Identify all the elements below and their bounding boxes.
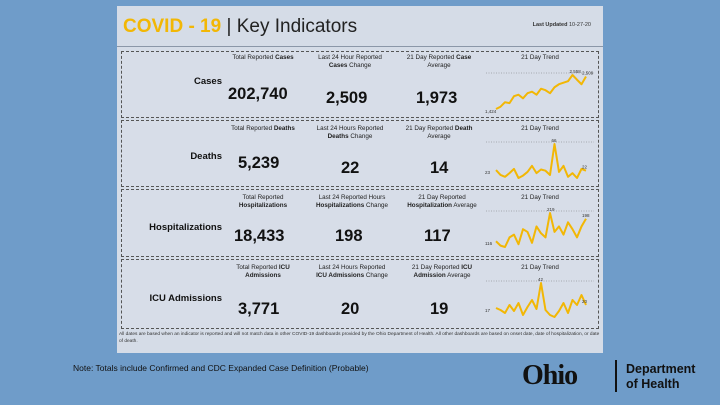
trend-value-label: 22 [582,165,588,170]
logo-divider [615,360,617,392]
row-cases: Cases Total Reported Cases Last 24 Hour … [121,51,599,118]
last-updated: Last Updated 10-27-20 [533,22,591,28]
row-label: Cases [194,76,222,87]
trend-value-label: 20 [582,299,588,304]
last-updated-value: 10-27-20 [568,22,591,28]
trend-line [495,212,587,248]
trend-value-label: 66 [552,138,558,143]
metric-24h: 198 [335,227,363,245]
metric-24h: 2,509 [326,89,368,107]
metric-header: Last 24 Hours Reported ICU Admissions Cha… [316,264,388,279]
metric-24h: 22 [341,159,360,177]
metric-total: 5,239 [238,154,280,172]
metric-header: 21 Day Reported Case Average [406,54,472,69]
metric-header: 21 Day Reported ICU Admission Average [411,264,473,279]
header-divider [117,46,603,47]
metric-21day-avg: 117 [424,227,451,245]
metric-24h: 20 [341,300,360,318]
metric-header: Total Reported Cases [232,54,294,61]
department-of-health-logo: Department of Health [626,362,695,392]
trend-header: 21 Day Trend [521,125,559,132]
metric-total: 18,433 [234,227,285,245]
metric-header: Last 24 Reported Hours Hospitalizations C… [315,194,389,209]
trend-value-label: 2,558 [570,69,582,74]
trend-sparkline: 17 42 20 [484,273,596,323]
row-label: ICU Admissions [149,293,223,304]
metric-header: Total Reported Hospitalizations [238,194,288,209]
metric-total: 3,771 [238,300,280,318]
ohio-logo: Ohio [522,360,578,391]
trend-header: 21 Day Trend [521,54,559,61]
metric-header: Last 24 Hour Reported Cases Change [318,54,382,69]
title-key-indicators: Key Indicators [236,16,358,37]
trend-value-label: 116 [485,241,493,246]
metric-header: 21 Day Reported Hospitalization Average [407,194,477,209]
trend-value-label: 219 [547,207,555,212]
row-deaths: Deaths Total Reported Deaths Last 24 Hou… [121,120,599,187]
trend-value-label: 198 [582,213,590,218]
metric-header: Total Reported ICU Admissions [236,264,290,279]
trend-value-label: 17 [485,308,491,313]
metric-header: Last 24 Hours Reported Deaths Change [316,125,384,140]
page-title: COVID - 19 | Key Indicators [123,16,357,38]
title-covid: COVID - 19 [123,16,222,37]
trend-line [495,74,587,110]
trend-sparkline: 23 66 22 [484,134,596,184]
logo-dept-line1: Department [626,362,696,376]
trend-line [495,282,587,318]
footnote: All dates are based when an indicator is… [119,332,600,344]
metric-total: 202,740 [228,85,288,103]
metric-21day-avg: 14 [430,159,449,177]
trend-value-label: 1,424 [485,109,497,114]
dashboard-panel: COVID - 19 | Key Indicators Last Updated… [117,6,603,353]
logo-dept-line2: of Health [626,377,680,391]
metric-header: 21 Day Reported Death Average [405,125,473,140]
trend-header: 21 Day Trend [521,264,559,271]
trend-sparkline: 116 219 198 [484,203,596,253]
trend-value-label: 2,509 [582,70,594,75]
trend-value-label: 23 [485,170,491,175]
trend-line [495,143,587,179]
trend-sparkline: 1,424 2,558 2,509 [484,65,596,115]
title-separator: | [226,16,232,37]
trend-header: 21 Day Trend [521,194,559,201]
metric-header: Total Reported Deaths [231,125,295,132]
note-text: Note: Totals include Confirmed and CDC E… [73,363,369,373]
last-updated-label: Last Updated [532,22,568,28]
metric-21day-avg: 1,973 [416,89,458,107]
row-label: Deaths [190,151,222,162]
trend-value-label: 42 [538,277,544,282]
row-hospitalizations: Hospitalizations Total Reported Hospitali… [121,189,599,257]
row-icu-admissions: ICU Admissions Total Reported ICU Admissi… [121,259,599,329]
metric-21day-avg: 19 [430,300,449,318]
row-label: Hospitalizations [149,222,222,233]
